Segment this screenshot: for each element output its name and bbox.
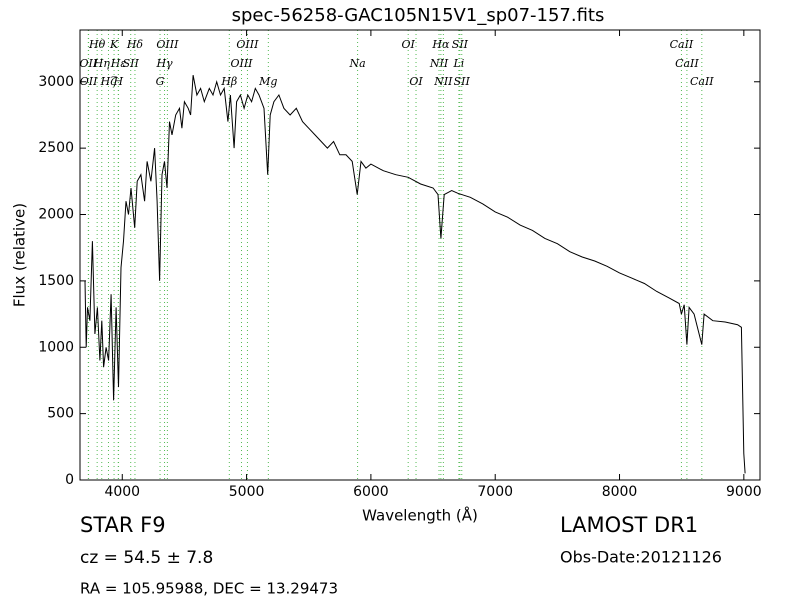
coordinates: RA = 105.95988, DEC = 13.29473 <box>80 580 338 598</box>
y-tick-label: 3000 <box>38 74 74 90</box>
spectral-line-label: SII <box>452 38 469 51</box>
y-tick-label: 1000 <box>38 339 74 355</box>
spectral-line-label: OIII <box>236 38 259 51</box>
spectral-line-label: Hζ <box>100 75 118 88</box>
x-tick-label: 6000 <box>353 484 389 500</box>
spectral-line-label: NII <box>433 75 453 88</box>
spectral-line-label: H <box>112 75 123 88</box>
survey: LAMOST DR1 <box>560 513 698 537</box>
spectral-line-label: Hε <box>110 57 127 70</box>
chart-title: spec-56258-GAC105N15V1_sp07-157.fits <box>232 5 605 26</box>
object-class: STAR F9 <box>80 513 166 537</box>
x-tick-label: 9000 <box>726 484 762 500</box>
spectral-line-label: OIII <box>156 38 179 51</box>
spectral-line-label: CaII <box>675 57 699 70</box>
spectral-line-label: Li <box>452 57 464 70</box>
y-tick-label: 2000 <box>38 207 74 223</box>
x-tick-label: 8000 <box>602 484 638 500</box>
spectral-line-label: Hδ <box>126 38 144 51</box>
spectral-line-label: OIII <box>230 57 253 70</box>
spectral-line-label: Hβ <box>220 75 237 88</box>
spectral-line-label: OII <box>80 75 98 88</box>
x-tick-label: 7000 <box>477 484 513 500</box>
y-tick-label: 2500 <box>38 140 74 156</box>
x-axis-label: Wavelength (Å) <box>362 506 478 525</box>
spectral-line-label: CaII <box>670 38 694 51</box>
spectral-line-label: Na <box>349 57 366 70</box>
x-tick-label: 4000 <box>104 484 140 500</box>
y-axis-label: Flux (relative) <box>11 203 29 307</box>
spectral-line-label: SII <box>123 57 140 70</box>
spectral-line-label: G <box>156 75 165 88</box>
spectral-line-label: OI <box>409 75 423 88</box>
y-tick-label: 1500 <box>38 273 74 289</box>
spectral-line-label: Hα <box>431 38 450 51</box>
plot-frame <box>79 29 761 481</box>
spectral-line-label: CaII <box>690 75 714 88</box>
spectrum-line <box>84 75 746 474</box>
obs-date: Obs-Date:20121126 <box>560 548 722 567</box>
spectral-line-label: Hθ <box>88 38 106 51</box>
spectral-line-label: OI <box>402 38 416 51</box>
spectral-line-label: SII <box>454 75 471 88</box>
y-tick-label: 500 <box>47 406 74 422</box>
spectral-line-label: K <box>109 38 119 51</box>
spectral-line-label: Mg <box>258 75 277 88</box>
redshift: cz = 54.5 ± 7.8 <box>80 548 213 568</box>
y-tick-label: 0 <box>65 472 74 488</box>
spectral-line-label: NII <box>429 57 449 70</box>
spectral-line-label: Hη <box>93 57 111 70</box>
spectral-line-label: Hγ <box>155 57 173 70</box>
spectral-line-label: OII <box>79 57 97 70</box>
x-tick-label: 5000 <box>229 484 265 500</box>
